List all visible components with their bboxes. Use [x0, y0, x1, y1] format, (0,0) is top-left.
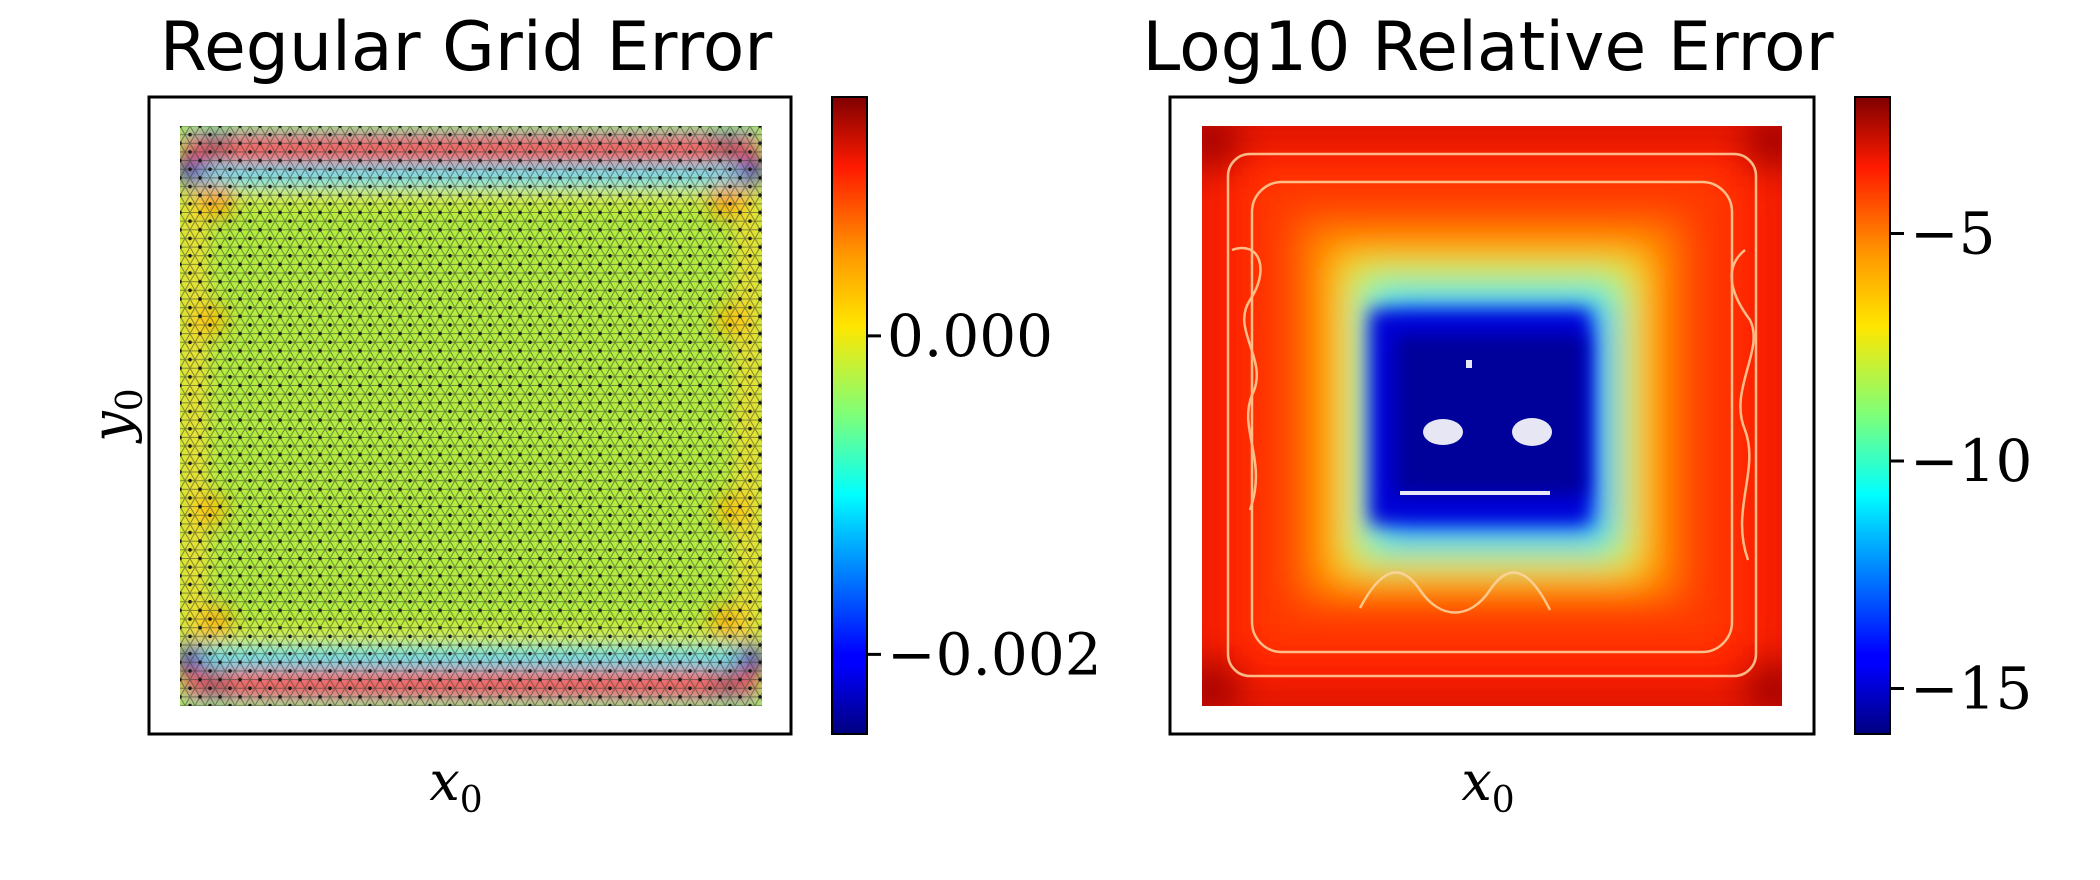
- colorbar-left-ticks: −0.002 0.000: [867, 302, 1102, 688]
- panel-left: Regular Grid Error: [80, 8, 1102, 821]
- colorbar-tick-label: −0.002: [887, 620, 1102, 688]
- panel-right: Log10 Relative Error: [1142, 8, 2032, 821]
- colorbar-tick-label: −15: [1910, 655, 2032, 723]
- heatmap-left: [180, 126, 762, 706]
- colorbar-tick-label: 0.000: [887, 302, 1053, 370]
- colorbar-left: [831, 96, 868, 735]
- xlabel-left: x0: [429, 750, 482, 821]
- colorbar-tick-label: −10: [1910, 427, 2032, 495]
- colorbar-tick-label: −5: [1910, 200, 1996, 268]
- heatmap-right: [1202, 126, 1782, 706]
- xlabel-right: x0: [1461, 750, 1514, 821]
- colorbar-right-ticks: −5 −10 −15: [1890, 200, 2032, 723]
- chart-title-left: Regular Grid Error: [160, 8, 773, 87]
- chart-title-right: Log10 Relative Error: [1142, 8, 1833, 87]
- ylabel-left: y0: [80, 388, 151, 443]
- colorbar-right: [1854, 96, 1891, 735]
